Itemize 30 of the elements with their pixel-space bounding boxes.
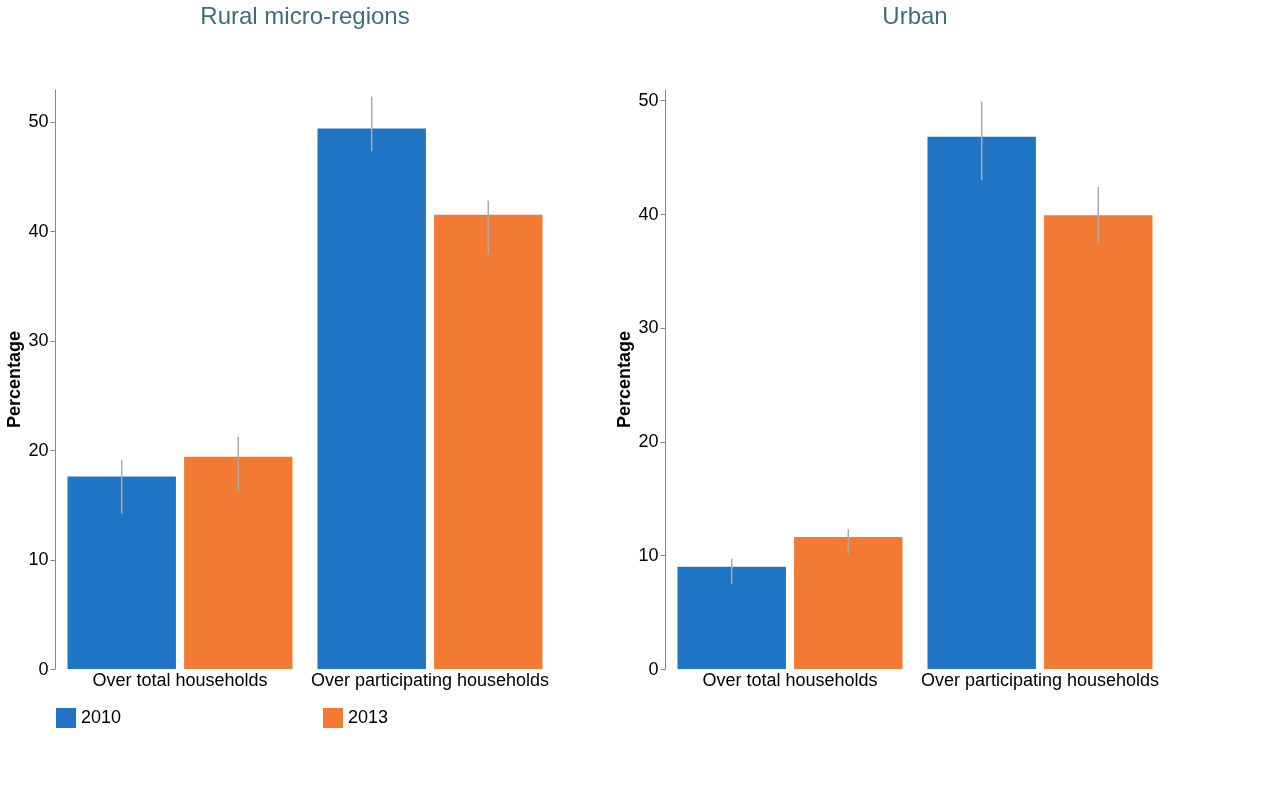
y-tick-label: 30	[638, 317, 659, 338]
y-tick-label: 50	[28, 111, 49, 132]
x-tick-label: Over total households	[92, 669, 268, 690]
legend-label: 2013	[348, 707, 389, 727]
bar	[677, 566, 786, 669]
y-tick-label: 0	[648, 658, 659, 679]
bar	[434, 214, 543, 669]
bar	[794, 537, 903, 669]
legend-label: 2010	[81, 707, 122, 727]
y-tick-label: 20	[28, 439, 49, 460]
bar	[927, 136, 1036, 669]
y-tick-label: 40	[638, 203, 659, 224]
chart-title: Urban	[882, 2, 948, 29]
y-tick-label: 10	[28, 549, 49, 570]
y-axis-title: Percentage	[4, 330, 25, 429]
x-tick-label: Over participating households	[920, 669, 1160, 690]
y-tick-label: 20	[638, 431, 659, 452]
x-tick-label: Over total households	[702, 669, 878, 690]
bar	[317, 128, 426, 669]
y-tick-label: 0	[38, 658, 49, 679]
bar	[184, 456, 293, 669]
y-tick-label: 10	[638, 544, 659, 565]
y-axis-title: Percentage	[614, 330, 635, 429]
chart-title: Rural micro-regions	[200, 2, 410, 29]
bar	[67, 476, 176, 669]
y-tick-label: 50	[638, 89, 659, 110]
x-tick-label: Over participating households	[310, 669, 550, 690]
bar	[1044, 215, 1153, 669]
y-tick-label: 40	[28, 220, 49, 241]
y-tick-label: 30	[28, 330, 49, 351]
